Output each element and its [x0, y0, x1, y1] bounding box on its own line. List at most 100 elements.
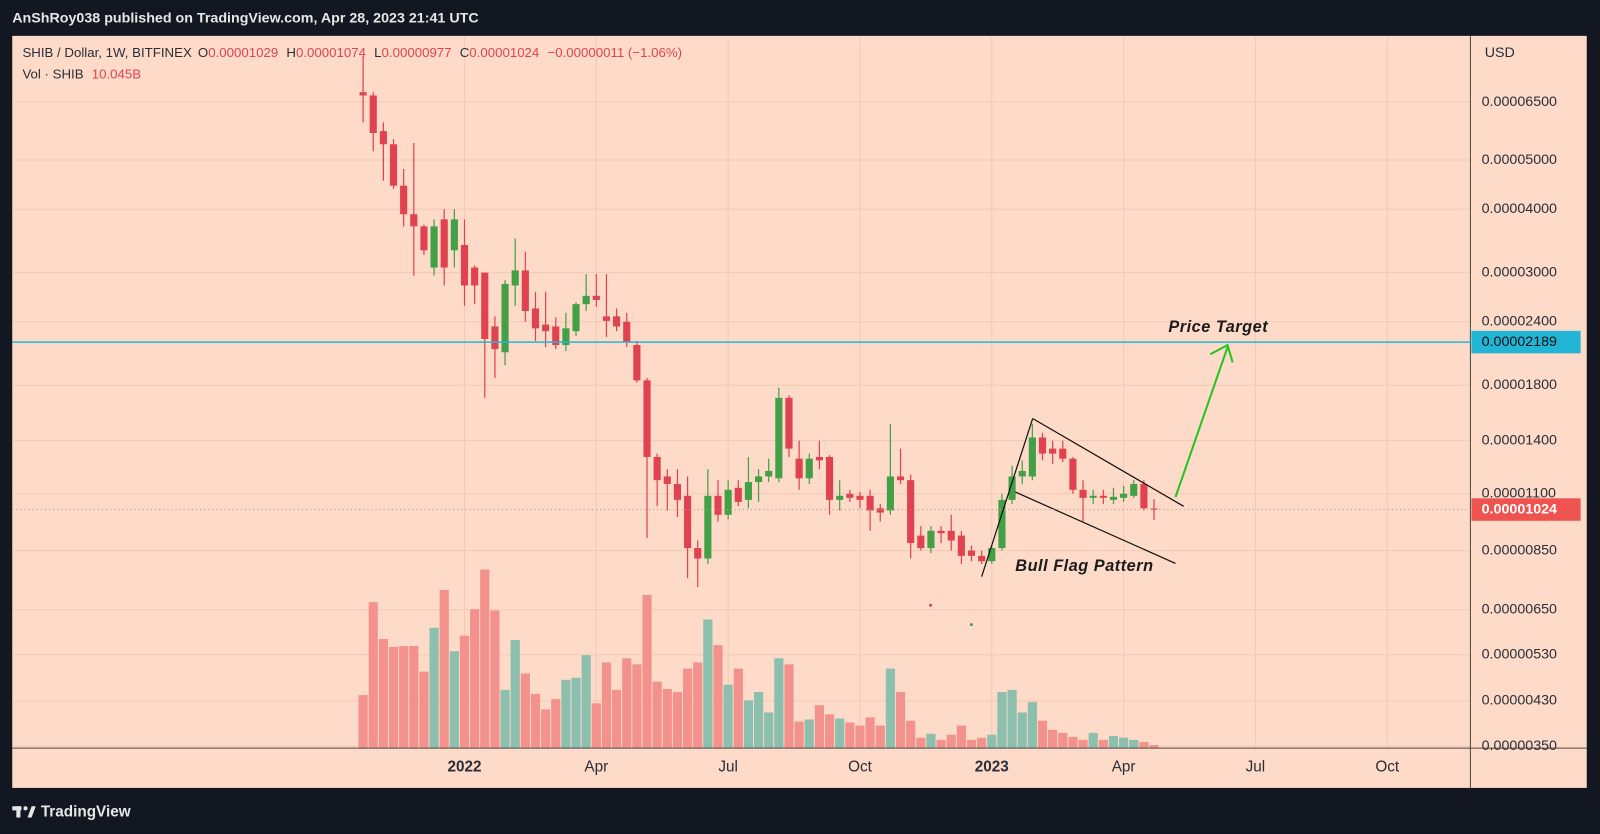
volume-bar [956, 725, 966, 749]
candle-body [1069, 458, 1077, 490]
volume-bar [855, 725, 865, 749]
ohlc-value: 0.00001024 [469, 45, 539, 60]
volume-bar [1037, 720, 1048, 749]
candle-body [1018, 470, 1026, 477]
volume-bar [449, 651, 459, 749]
y-tick-label: 0.00001800 [1482, 377, 1557, 393]
candle-body [1150, 508, 1158, 510]
candle-body [1049, 448, 1057, 454]
y-tick-label: 0.00000850 [1482, 542, 1557, 558]
y-tick-label: 0.00005000 [1482, 152, 1557, 168]
candle-body [542, 324, 550, 332]
volume-bar [713, 645, 723, 749]
volume-bar [1017, 712, 1027, 749]
volume-name: Vol · SHIB [22, 66, 83, 81]
volume-legend: Vol · SHIB 10.045B [22, 66, 141, 81]
volume-bar [520, 673, 530, 749]
y-tick-label: 0.00003000 [1482, 264, 1557, 280]
volume-bar [612, 689, 622, 749]
volume-bar [652, 681, 662, 749]
candle-body [815, 456, 823, 461]
candle-body [957, 535, 965, 556]
volume-bar [895, 692, 906, 749]
volume-bar [753, 692, 764, 749]
ohlc-key: C [460, 45, 470, 60]
candle-body [927, 530, 935, 549]
volume-bar [1108, 735, 1119, 749]
candle-body [795, 458, 803, 479]
volume-bar [1068, 736, 1078, 749]
candle-body [866, 495, 874, 511]
x-tick-label: Apr [1112, 759, 1136, 776]
candle-layer [359, 56, 1158, 588]
candle-body [440, 219, 448, 268]
candle-body [907, 480, 915, 543]
candle-body [734, 487, 742, 502]
candle-body [582, 295, 590, 305]
volume-bar [1139, 742, 1149, 749]
volume-layer [358, 569, 1159, 749]
volume-bar [906, 720, 916, 749]
candle-body [785, 397, 793, 449]
y-tick-label: 0.00000430 [1482, 693, 1557, 709]
candle-body [724, 489, 732, 515]
volume-bar [875, 725, 885, 749]
volume-bar [571, 677, 581, 749]
volume-bar [642, 594, 652, 749]
candle-body [633, 345, 641, 381]
volume-bar [1027, 702, 1037, 749]
publisher: AnShRoy038 published on TradingView.com,… [12, 10, 478, 26]
currency: USD [1485, 45, 1515, 61]
candle-body [602, 316, 611, 321]
volume-bar [388, 646, 399, 749]
x-tick-label: 2022 [447, 759, 481, 776]
candle-body [400, 185, 408, 215]
candle-body [501, 283, 509, 353]
volume-bar [480, 569, 490, 749]
x-tick-label: 2023 [975, 759, 1009, 776]
candle-body [876, 508, 884, 513]
candle-body [825, 456, 834, 500]
candle-body [389, 144, 398, 186]
brand-logo [12, 806, 36, 818]
volume-bar [429, 627, 439, 749]
target-label-box [1471, 330, 1581, 354]
ohlc-value: 0.00001029 [208, 45, 278, 60]
candle-body [531, 308, 540, 329]
volume-bar [936, 739, 946, 749]
volume-bar [865, 717, 875, 749]
candle-body [1089, 495, 1097, 498]
ohlc-key: H [286, 45, 296, 60]
volume-bar [824, 714, 835, 749]
volume-bar [368, 602, 378, 749]
volume-bar [591, 703, 601, 749]
volume-bar [804, 719, 814, 749]
candle-body [886, 476, 894, 511]
candle-body [1140, 483, 1148, 509]
marker-dot [929, 603, 933, 607]
x-tick-label: Apr [584, 759, 608, 776]
volume-bar [916, 737, 926, 749]
volume-bar [1058, 732, 1068, 749]
volume-bar [1149, 745, 1159, 749]
volume-bar [1088, 732, 1098, 749]
y-tick-label: 0.00004000 [1482, 201, 1557, 217]
candle-body [471, 267, 479, 286]
arrow-shaft [1174, 346, 1229, 498]
volume-bar [672, 692, 683, 749]
flag-pole [981, 418, 1034, 577]
candle-body [359, 92, 367, 96]
candle-body [998, 499, 1006, 549]
brand[interactable]: TradingView [41, 803, 131, 820]
chart-panel [12, 35, 1587, 788]
candle-body [460, 245, 469, 286]
ohlc-key: L [374, 45, 381, 60]
candle-body [673, 483, 682, 500]
candle-body [369, 95, 377, 134]
target-label: 0.00002189 [1482, 334, 1557, 350]
volume-bar [743, 700, 754, 749]
volume-bar [459, 635, 470, 749]
candle-body [1028, 437, 1036, 477]
candle-body [450, 219, 458, 251]
volume-bar [358, 695, 368, 749]
